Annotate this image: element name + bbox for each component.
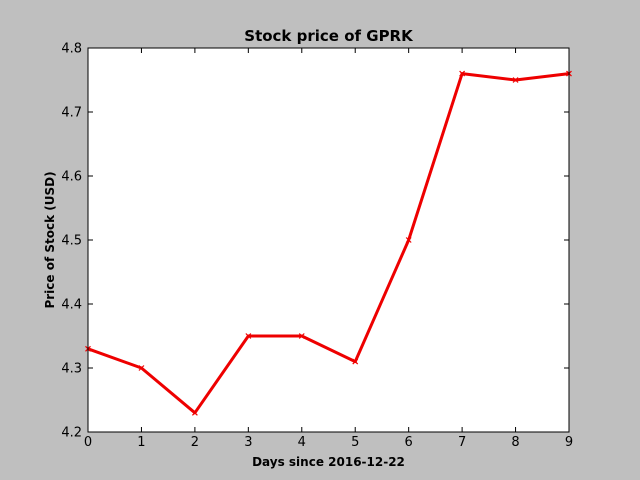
x-tick-label: 5 — [351, 435, 359, 450]
y-tick-label: 4.2 — [61, 426, 82, 441]
data-point — [459, 70, 466, 77]
y-tick-label: 4.3 — [61, 362, 82, 377]
data-point — [512, 77, 519, 83]
x-tick-label: 1 — [137, 435, 145, 450]
x-tick-label: 7 — [458, 435, 466, 450]
chart-title: Stock price of GPRK — [244, 27, 414, 45]
plot-area — [88, 48, 569, 432]
x-tick-label: 0 — [84, 435, 92, 450]
data-point — [138, 365, 145, 371]
y-axis-label: Price of Stock (USD) — [43, 171, 57, 308]
data-point — [352, 358, 359, 365]
x-tick-label: 3 — [244, 435, 252, 450]
data-point — [298, 333, 305, 339]
x-tick-label: 6 — [405, 435, 413, 450]
ticks: 0 1 2 3 4 5 6 7 8 9 4.2 4.3 4.4 4.5 4.6 4.7 4.8 — [61, 42, 573, 451]
y-tick-label: 4.7 — [61, 106, 82, 121]
data-point — [191, 409, 198, 416]
data-point — [405, 237, 412, 243]
y-tick-label: 4.8 — [61, 42, 82, 57]
y-tick-label: 4.4 — [61, 298, 82, 313]
x-tick-label: 4 — [298, 435, 306, 450]
series-line — [87, 72, 570, 415]
y-tick-label: 4.5 — [61, 234, 82, 249]
x-tick-label: 9 — [565, 435, 573, 450]
x-tick-label: 8 — [511, 435, 519, 450]
y-tick-label: 4.6 — [61, 170, 82, 185]
data-point — [245, 333, 252, 339]
x-axis-label: Days since 2016-12-22 — [252, 455, 405, 469]
x-tick-label: 2 — [191, 435, 199, 450]
plot-frame — [87, 47, 570, 433]
